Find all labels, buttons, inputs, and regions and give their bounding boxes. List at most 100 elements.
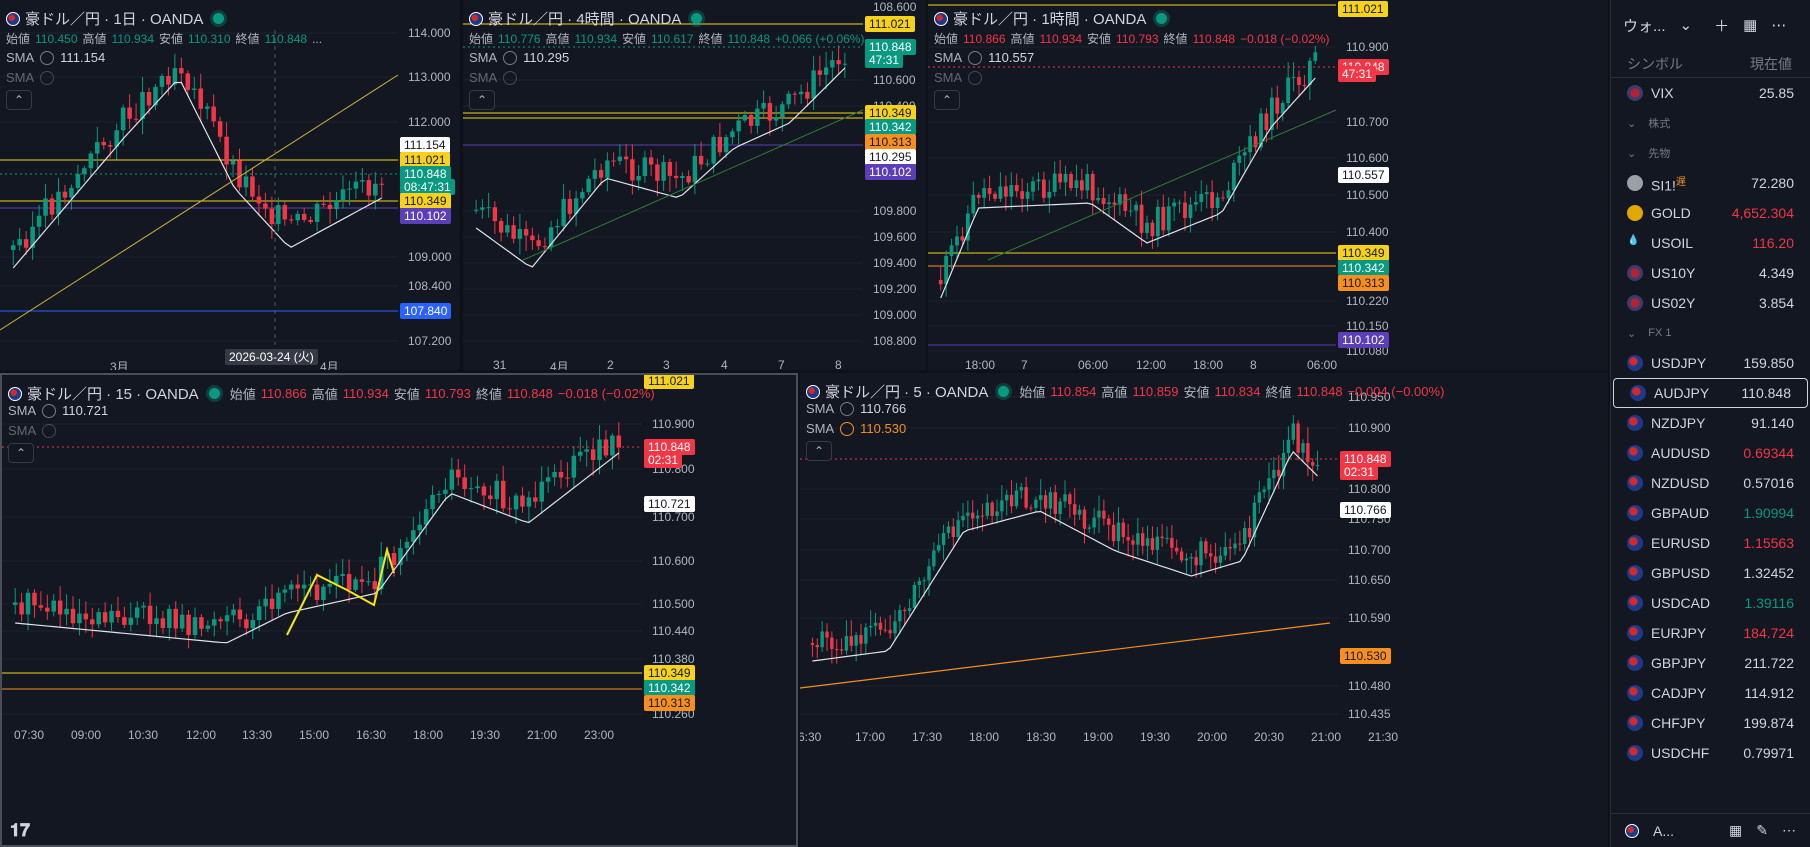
chart-pane-1h[interactable]: 豪ドル／円 · 1時間 · OANDA 始値 110.866 高値 110.934 安値…	[928, 0, 1608, 370]
price-label-orange[interactable]: 110.313	[644, 695, 695, 711]
watchlist-row-eurjpy[interactable]: EURJPY 184.724	[1611, 618, 1810, 648]
watchlist-row-us02y[interactable]: US02Y 3.854	[1611, 288, 1810, 318]
chevron-down-icon[interactable]: ⌄	[1627, 147, 1637, 160]
chart-pane-15m[interactable]: 豪ドル／円 · 15 · OANDA 始値 110.866 高値 110.934 安値 11…	[0, 373, 798, 847]
candles-15m[interactable]	[2, 375, 796, 845]
candles-5m[interactable]	[800, 373, 1608, 847]
sma-indicator-2[interactable]: SMA	[469, 70, 518, 85]
price-label-purple[interactable]: 110.102	[865, 164, 916, 180]
watchlist-row-chfjpy[interactable]: CHFJPY 199.874	[1611, 708, 1810, 738]
price-label-green[interactable]: 110.848	[865, 39, 916, 55]
price-label-white[interactable]: 110.721	[644, 496, 695, 512]
indicator-settings-icon[interactable]	[968, 50, 983, 65]
price-label-green[interactable]: 47:31	[865, 52, 904, 68]
watchlist-row-si1[interactable]: SI1!遅 72.280	[1611, 168, 1810, 198]
watchlist-title[interactable]: ウォ...	[1623, 17, 1666, 35]
price-label-green[interactable]: 110.342	[1338, 260, 1389, 276]
collapse-legend-button[interactable]: ⌃	[806, 441, 832, 461]
price-label-white[interactable]: 110.766	[1340, 502, 1391, 518]
price-label-green[interactable]: 08:47:31	[400, 179, 455, 195]
indicator-settings-icon[interactable]	[840, 401, 855, 416]
sma-indicator-2[interactable]: SMA	[8, 423, 57, 438]
indicator-settings-icon[interactable]	[40, 50, 55, 65]
watchlist-row-audusd[interactable]: AUDUSD 0.69344	[1611, 438, 1810, 468]
column-symbol[interactable]: シンボル	[1627, 55, 1683, 72]
watchlist-row-gbpaud[interactable]: GBPAUD 1.90994	[1611, 498, 1810, 528]
price-label-red[interactable]: 110.848	[1340, 451, 1391, 467]
sma-indicator-1[interactable]: SMA 110.721	[8, 403, 108, 418]
hidden-eye-icon[interactable]	[42, 423, 57, 438]
sma-indicator-2[interactable]: SMA 110.530	[806, 421, 906, 436]
price-label-orange[interactable]: 110.313	[1338, 275, 1389, 291]
price-label-yellow[interactable]: 110.349	[865, 105, 916, 121]
watchlist-row-cadjpy[interactable]: CADJPY 114.912	[1611, 678, 1810, 708]
symbol-title[interactable]: 豪ドル／円 · 1時間 · OANDA	[953, 11, 1147, 28]
watchlist-row-usdjpy[interactable]: USDJPY 159.850	[1611, 348, 1810, 378]
watchlist-row-audjpy[interactable]: AUDJPY 110.848	[1613, 378, 1808, 408]
price-label-green[interactable]: 110.848	[400, 166, 451, 182]
watchlist-row-gold[interactable]: GOLD 4,652.304	[1611, 198, 1810, 228]
chevron-down-icon[interactable]: ⌄	[1679, 17, 1693, 34]
candles-1h[interactable]	[928, 0, 1608, 370]
sma-indicator-1[interactable]: SMA 110.557	[934, 50, 1034, 65]
watchlist-section[interactable]: ⌄ 先物	[1611, 138, 1810, 168]
add-symbol-icon[interactable]: ＋	[1714, 17, 1730, 35]
watchlist-row-eurusd[interactable]: EURUSD 1.15563	[1611, 528, 1810, 558]
indicator-settings-icon[interactable]	[840, 421, 855, 436]
price-label-purple[interactable]: 110.102	[1338, 332, 1389, 348]
price-label-orange[interactable]: 110.530	[1340, 648, 1391, 664]
watchlist-row-usdchf[interactable]: USDCHF 0.79971	[1611, 738, 1810, 768]
price-label-green[interactable]: 110.342	[644, 680, 695, 696]
sma-indicator-1[interactable]: SMA 111.154	[6, 50, 105, 65]
chart-pane-daily[interactable]: 豪ドル／円 · 1日 · OANDA 始値 110.450 高値 110.934 安値 1…	[0, 0, 460, 370]
watchlist-row-vix[interactable]: VIX 25.85	[1611, 78, 1810, 108]
sma-indicator-2[interactable]: SMA	[6, 70, 55, 85]
candles-4h[interactable]	[463, 0, 925, 370]
chart-pane-5m[interactable]: 豪ドル／円 · 5 · OANDA 始値 110.854 高値 110.859 安値 110…	[800, 373, 1608, 847]
price-label-yellow[interactable]: 110.349	[400, 193, 451, 209]
price-label-yellow[interactable]: 111.021	[400, 152, 450, 168]
more-icon[interactable]: ⋯	[1771, 17, 1787, 34]
table-view-icon[interactable]: ▦	[1743, 17, 1758, 34]
price-label-white[interactable]: 111.154	[400, 137, 450, 153]
price-label-yellow[interactable]: 111.021	[865, 16, 915, 32]
sma-indicator-1[interactable]: SMA 110.766	[806, 401, 906, 416]
hidden-eye-icon[interactable]	[40, 70, 55, 85]
watchlist-row-nzdjpy[interactable]: NZDJPY 91.140	[1611, 408, 1810, 438]
collapse-legend-button[interactable]: ⌃	[934, 90, 960, 110]
price-label-red[interactable]: 110.848	[644, 439, 695, 455]
price-label-red[interactable]: 02:31	[644, 452, 683, 468]
collapse-legend-button[interactable]: ⌃	[469, 90, 495, 110]
watchlist-section[interactable]: ⌄ 株式	[1611, 108, 1810, 138]
watchlist-section[interactable]: ⌄ FX 1	[1611, 318, 1810, 348]
chevron-down-icon[interactable]: ⌄	[1627, 327, 1637, 340]
symbol-title[interactable]: 豪ドル／円 · 4時間 · OANDA	[488, 11, 682, 28]
chart-pane-4h[interactable]: 豪ドル／円 · 4時間 · OANDA 始値 110.776 高値 110.934 安値…	[463, 0, 925, 370]
price-label-red[interactable]: 02:31	[1340, 464, 1379, 480]
watchlist-row-gbpjpy[interactable]: GBPJPY 211.722	[1611, 648, 1810, 678]
price-label-yellow[interactable]: 111.021	[644, 375, 694, 389]
price-label-orange[interactable]: 110.313	[865, 134, 916, 150]
watchlist-row-gbpusd[interactable]: GBPUSD 1.32452	[1611, 558, 1810, 588]
price-label-white[interactable]: 110.295	[865, 149, 916, 165]
indicator-settings-icon[interactable]	[503, 50, 518, 65]
column-price[interactable]: 現在値	[1750, 55, 1792, 72]
symbol-title[interactable]: 豪ドル／円 · 5 · OANDA	[825, 384, 989, 401]
more-icon[interactable]: ⋯	[1782, 822, 1796, 838]
candles-daily[interactable]	[0, 0, 460, 370]
detail-symbol[interactable]: A...	[1653, 822, 1675, 839]
sma-indicator-1[interactable]: SMA 110.295	[469, 50, 569, 65]
indicator-settings-icon[interactable]	[42, 403, 57, 418]
price-label-yellow[interactable]: 110.349	[1338, 245, 1389, 261]
chevron-down-icon[interactable]: ⌄	[1627, 117, 1637, 130]
tradingview-logo[interactable]: 𝟏𝟕	[10, 820, 31, 840]
collapse-legend-button[interactable]: ⌃	[6, 90, 32, 110]
hidden-eye-icon[interactable]	[968, 70, 983, 85]
edit-icon[interactable]: ✎	[1756, 822, 1768, 838]
price-label-white[interactable]: 110.557	[1338, 167, 1389, 183]
collapse-legend-button[interactable]: ⌃	[8, 443, 34, 463]
sma-indicator-2[interactable]: SMA	[934, 70, 983, 85]
price-label-yellow[interactable]: 111.021	[1338, 1, 1388, 17]
watchlist-row-usoil[interactable]: 💧 USOIL 116.20	[1611, 228, 1810, 258]
symbol-title[interactable]: 豪ドル／円 · 1日 · OANDA	[25, 11, 204, 28]
